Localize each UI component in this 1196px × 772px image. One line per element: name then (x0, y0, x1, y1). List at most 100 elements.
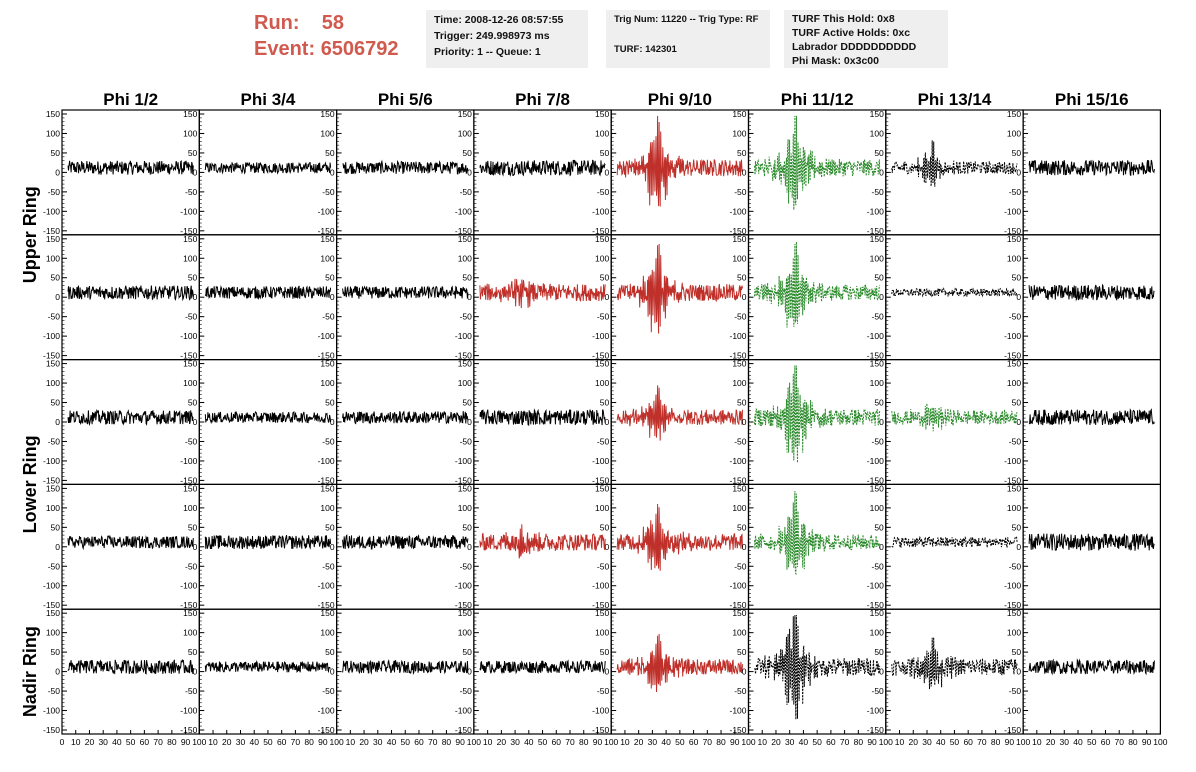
labrador-text: Labrador DDDDDDDDDD (792, 41, 917, 53)
y-tick-label: 0 (604, 542, 609, 552)
y-tick-label: 0 (55, 292, 60, 302)
x-tick-label: 50 (675, 737, 685, 747)
y-tick-label: -150 (180, 475, 197, 485)
x-tick-label: 10 (895, 737, 905, 747)
x-tick-label: 20 (771, 737, 781, 747)
y-tick-label: -150 (1004, 475, 1021, 485)
y-tick-label: -50 (872, 187, 885, 197)
y-tick-label: 100 (320, 628, 334, 638)
y-tick-label: 50 (325, 522, 335, 532)
y-tick-label: -50 (48, 561, 61, 571)
y-tick-label: -150 (318, 475, 335, 485)
y-tick-label: -100 (318, 706, 335, 716)
y-tick-label: 0 (604, 292, 609, 302)
y-tick-label: 100 (183, 378, 197, 388)
y-tick-label: 100 (458, 378, 472, 388)
y-tick-label: 50 (737, 148, 747, 158)
turf-hold-info-box: TURF This Hold: 0x8 TURF Active Holds: 0… (784, 10, 948, 68)
x-tick-label: 30 (98, 737, 108, 747)
waveform-trace (479, 408, 606, 426)
y-tick-label: -50 (48, 187, 61, 197)
y-tick-label: 50 (1012, 398, 1022, 408)
y-tick-label: -150 (455, 600, 472, 610)
y-tick-label: -150 (180, 600, 197, 610)
x-tick-label: 30 (510, 737, 520, 747)
y-tick-label: -150 (867, 226, 884, 236)
y-tick-label: 0 (467, 292, 472, 302)
y-tick-label: 150 (870, 109, 884, 119)
y-tick-label: 50 (188, 522, 198, 532)
y-tick-label: 150 (1007, 608, 1021, 618)
y-tick-label: 100 (870, 378, 884, 388)
waveform-trace (204, 161, 332, 175)
x-tick-label: 20 (1046, 737, 1056, 747)
y-tick-label: -100 (318, 331, 335, 341)
y-tick-label: -100 (455, 706, 472, 716)
y-tick-label: 50 (874, 398, 884, 408)
x-tick-label: 90 (318, 737, 328, 747)
time-text: Time: 2008-12-26 08:57:55 (434, 14, 564, 26)
y-tick-label: -50 (48, 436, 61, 446)
y-tick-label: 100 (1007, 628, 1021, 638)
y-tick-label: -100 (43, 206, 60, 216)
waveform-trace (754, 615, 881, 720)
panel-frame (198, 359, 338, 486)
panel-frame (885, 483, 1024, 610)
y-tick-label: 0 (193, 417, 198, 427)
x-tick-label: 80 (304, 737, 314, 747)
trigger-time-info-box: Time: 2008-12-26 08:57:55 Trigger: 249.9… (426, 10, 588, 68)
y-tick-label: -100 (455, 331, 472, 341)
y-tick-label: -50 (322, 436, 335, 446)
y-tick-label: 0 (330, 167, 335, 177)
waveform-trace (342, 410, 469, 425)
y-tick-label: 100 (46, 628, 60, 638)
y-tick-label: -150 (455, 475, 472, 485)
x-tick-label: 80 (716, 737, 726, 747)
y-tick-label: -100 (867, 331, 884, 341)
y-tick-label: 0 (193, 167, 198, 177)
y-tick-label: -100 (1004, 706, 1021, 716)
y-tick-label: 0 (1016, 417, 1021, 427)
y-tick-label: -100 (592, 706, 609, 716)
y-tick-label: -50 (872, 436, 885, 446)
y-tick-label: -50 (734, 312, 747, 322)
y-tick-label: 0 (55, 167, 60, 177)
phi-mask-text: Phi Mask: 0x3c00 (792, 55, 879, 67)
y-tick-label: -50 (734, 436, 747, 446)
y-tick-label: 0 (742, 167, 747, 177)
x-tick-label: 100 (1153, 737, 1167, 747)
y-tick-label: -150 (455, 351, 472, 361)
y-tick-label: -150 (455, 725, 472, 735)
y-tick-label: 150 (1007, 483, 1021, 493)
y-tick-label: 50 (874, 522, 884, 532)
x-tick-label: 30 (922, 737, 932, 747)
x-tick-label: 60 (1101, 737, 1111, 747)
y-tick-label: -150 (729, 725, 746, 735)
x-tick-label: 20 (497, 737, 507, 747)
y-tick-label: 50 (51, 522, 61, 532)
y-tick-label: -150 (1004, 725, 1021, 735)
y-tick-label: 100 (183, 128, 197, 138)
y-tick-label: 150 (595, 359, 609, 369)
y-tick-label: -50 (460, 187, 473, 197)
y-tick-label: -150 (43, 475, 60, 485)
y-tick-label: -150 (592, 226, 609, 236)
y-tick-label: -100 (180, 456, 197, 466)
y-tick-label: -150 (1004, 600, 1021, 610)
y-tick-label: 0 (742, 667, 747, 677)
y-tick-label: -50 (185, 312, 198, 322)
x-tick-label: 40 (249, 737, 259, 747)
y-tick-label: 100 (732, 378, 746, 388)
x-tick-label: 70 (1114, 737, 1124, 747)
waveform-trace (754, 241, 881, 328)
y-tick-label: 50 (462, 148, 472, 158)
y-tick-label: 0 (55, 417, 60, 427)
y-tick-label: -50 (734, 561, 747, 571)
y-tick-label: 150 (320, 483, 334, 493)
waveform-trace (754, 365, 881, 463)
y-tick-label: 100 (870, 128, 884, 138)
x-tick-label: 10 (757, 737, 767, 747)
y-tick-label: 150 (732, 608, 746, 618)
y-tick-label: 150 (1007, 234, 1021, 244)
y-tick-label: -50 (872, 312, 885, 322)
